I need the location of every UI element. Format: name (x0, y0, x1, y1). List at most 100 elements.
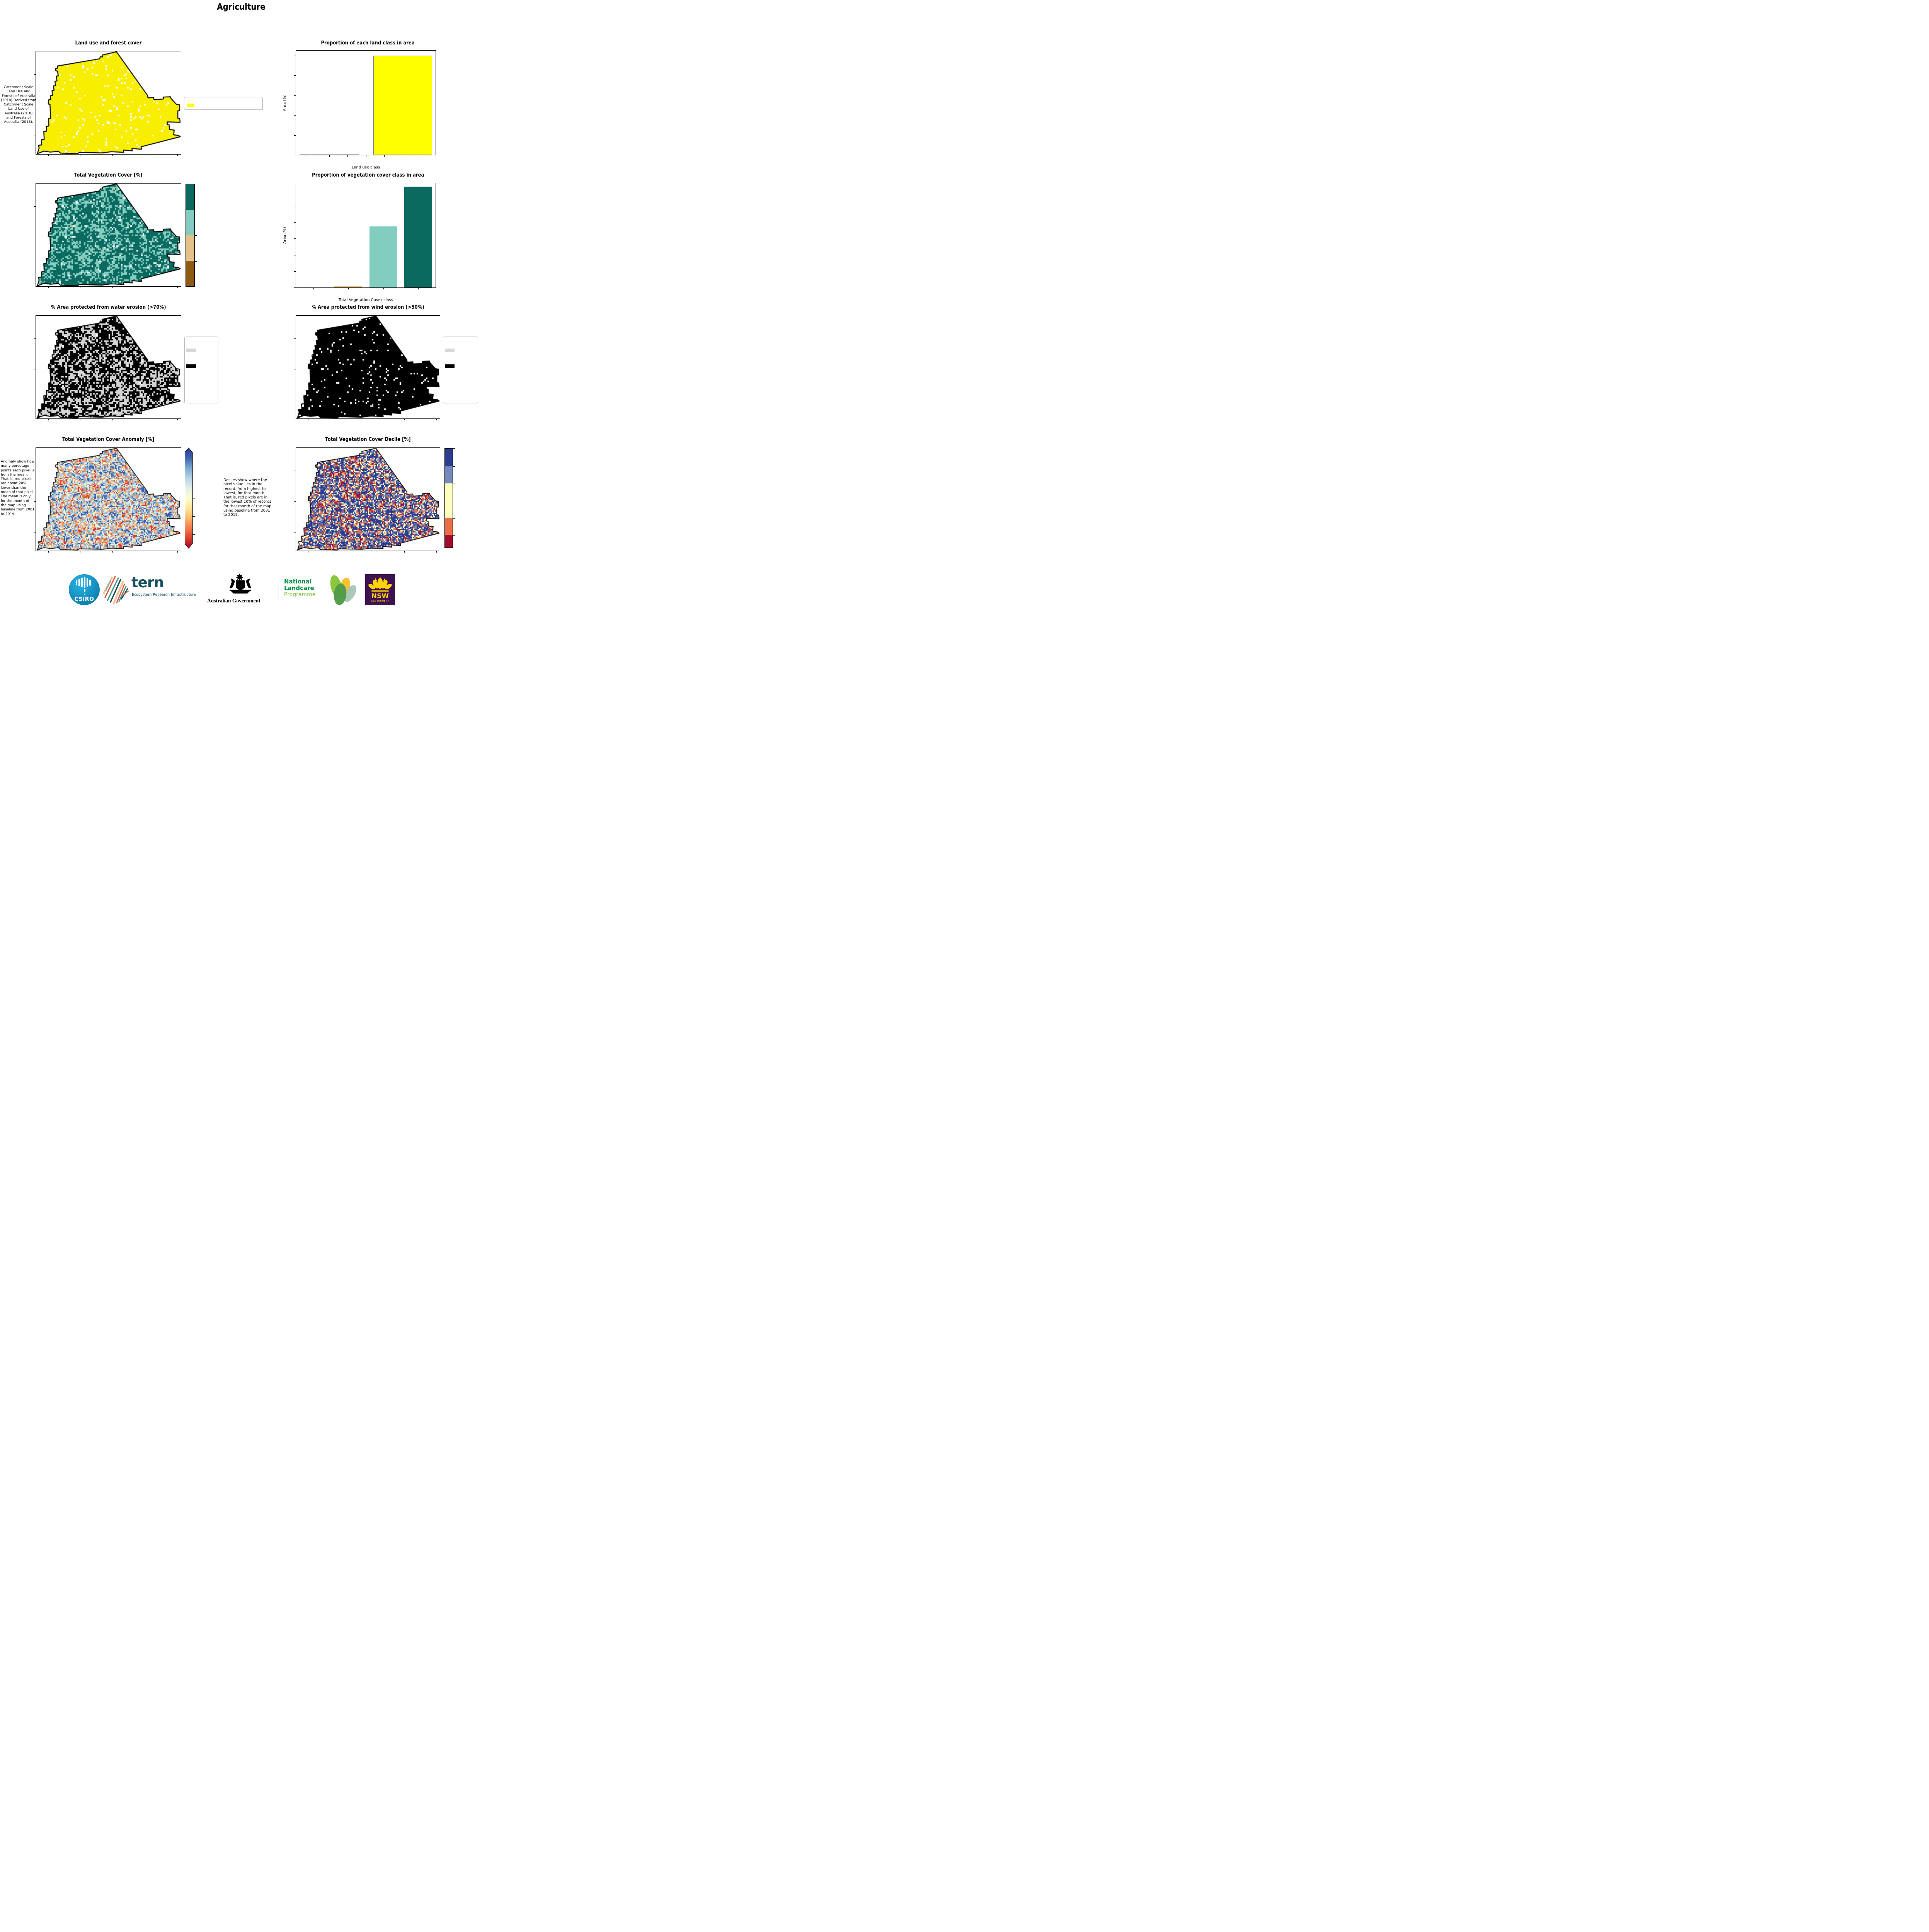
page-title: Agriculture (217, 2, 266, 12)
y-tick (294, 222, 296, 223)
nlp-line3: Programme (284, 592, 316, 598)
wind-erosion-map (294, 315, 440, 420)
map-xtick (112, 419, 113, 420)
colorbar-tick (195, 235, 197, 236)
colorbar-segment (186, 235, 194, 261)
colorbar-segment (186, 184, 194, 210)
anomaly-colorbar-gradient (184, 447, 193, 549)
map-xtick (177, 551, 178, 553)
y-tick (294, 271, 296, 272)
map-xtick (112, 287, 113, 288)
x-tick (329, 155, 330, 157)
legend-item (187, 104, 260, 107)
vegcover-map (34, 183, 181, 288)
legend-swatch (186, 364, 196, 368)
anomaly-map (34, 447, 181, 553)
map-ytick (294, 338, 296, 339)
anomaly-side-note: Anomaly show how many percetage points e… (1, 460, 35, 516)
map-xtick (48, 287, 49, 288)
legend-item (186, 339, 216, 352)
nsw-wordmark: NSW (371, 592, 389, 600)
nlp-line2: Landcare (284, 585, 314, 592)
map-xtick (48, 419, 49, 420)
chart-bar (369, 226, 397, 287)
x-tick (418, 288, 419, 289)
x-tick (383, 288, 384, 289)
vegclass-ylabel: Area (%) (283, 227, 287, 244)
colorbar-segment (445, 466, 453, 483)
water-erosion-map (34, 315, 181, 420)
nlp-line1: National (284, 578, 312, 585)
wind-erosion-legend (443, 337, 478, 403)
legend-item (445, 355, 476, 368)
legend-label (456, 339, 476, 352)
map-xtick (177, 419, 178, 420)
decile-side-note: Deciles show where the pixel value lies … (223, 478, 272, 517)
csiro-mark-icon (76, 580, 77, 585)
landclass-bar-chart (294, 50, 436, 157)
landclass-xlabel: Land use class (351, 165, 380, 170)
landcare-leaves-icon (330, 575, 356, 605)
legend-swatch (187, 99, 194, 103)
nsw-subtitle: GOVERNMENT (371, 600, 389, 602)
chart-bar (334, 286, 363, 287)
vegcover-map-title: Total Vegetation Cover [%] (74, 172, 143, 178)
landclass-chart-title: Proportion of each land class in area (321, 40, 415, 46)
map-ytick (34, 206, 36, 207)
map-xtick (112, 155, 113, 156)
map-xtick (436, 551, 437, 553)
y-tick (294, 115, 296, 116)
y-tick (294, 75, 296, 76)
legend-item (187, 99, 260, 103)
national-landcare-wordmark: National Landcare Programme (284, 578, 315, 598)
csiro-wordmark: CSIRO (74, 596, 94, 602)
legend-swatch (186, 349, 196, 352)
y-tick (294, 238, 296, 239)
legend-swatch (445, 364, 455, 368)
australian-government-crest-icon (230, 573, 251, 594)
x-tick (348, 288, 349, 289)
colorbar-segment (186, 261, 194, 286)
colorbar-segment (445, 518, 453, 535)
anomaly-map-title: Total Vegetation Cover Anomaly [%] (62, 437, 155, 442)
tern-wordmark: tern (131, 574, 164, 591)
colorbar-segment (186, 210, 194, 235)
y-tick (294, 135, 296, 136)
map-xtick (112, 551, 113, 553)
vegclass-xlabel: Total Vegetation Cover class (339, 298, 393, 302)
decile-map (294, 447, 440, 553)
colorbar-segment (445, 534, 453, 548)
water-erosion-map-title: % Area protected from water erosion (>70… (51, 304, 166, 310)
legend-swatch (445, 349, 455, 352)
australian-government-wordmark: Australian Government (207, 598, 260, 604)
y-tick (294, 287, 296, 288)
colorbar-tick (453, 448, 455, 449)
legend-label (456, 355, 476, 368)
legend-swatch (187, 104, 194, 107)
vegclass-chart-title: Proportion of vegetation cover class in … (312, 172, 424, 178)
y-tick (294, 95, 296, 96)
legend-label (198, 355, 216, 368)
map-xtick (177, 155, 178, 156)
map-ytick (34, 74, 36, 75)
colorbar-tick (192, 516, 195, 517)
map-ytick (294, 501, 296, 502)
chart-bar (300, 154, 359, 155)
landclass-ylabel: Area (%) (283, 94, 287, 111)
map-xtick (404, 551, 405, 553)
map-ytick (34, 338, 36, 339)
landuse-map-title: Land use and forest cover (75, 40, 142, 46)
legend-item (186, 355, 216, 368)
colorbar-bar (186, 184, 195, 287)
report-page: Agriculture Land use and forest cover Pr… (0, 0, 482, 611)
nsw-government-logo: NSW GOVERNMENT (365, 574, 395, 605)
map-xtick (48, 155, 49, 156)
tern-australia-art-icon (102, 576, 129, 605)
wind-erosion-map-title: % Area protected from wind erosion (>50%… (312, 304, 424, 310)
map-xtick (404, 419, 405, 420)
colorbar-tick (192, 534, 195, 535)
colorbar-segment (445, 483, 453, 518)
colorbar-segment (445, 449, 453, 467)
water-erosion-legend (184, 337, 218, 403)
decile-map-title: Total Vegetation Cover Decile [%] (325, 437, 411, 442)
